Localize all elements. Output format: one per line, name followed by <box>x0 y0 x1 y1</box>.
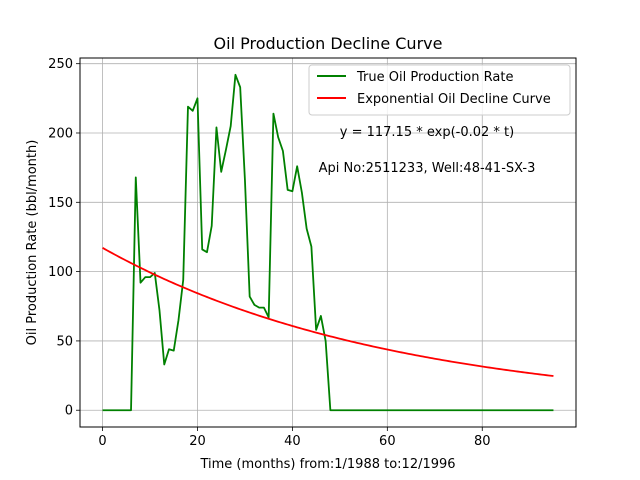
grid-lines <box>80 58 576 427</box>
legend: True Oil Production Rate Exponential Oil… <box>308 64 571 116</box>
y-tick-label: 50 <box>56 334 73 349</box>
y-tick-label: 100 <box>48 265 73 280</box>
y-tick-label: 150 <box>48 196 73 211</box>
series-exponential-decline-curve <box>102 247 554 377</box>
axes-frame <box>79 57 577 428</box>
well-annotation: Api No:2511233, Well:48-41-SX-3 <box>319 161 536 176</box>
x-tick-label: 0 <box>98 434 106 449</box>
y-tick-label: 0 <box>65 404 73 419</box>
y-tick-label: 200 <box>48 126 73 141</box>
plot-lines <box>102 73 554 412</box>
x-axis-label: Time (months) from:1/1988 to:12/1996 <box>199 457 455 472</box>
axis-ticks: 0 20 40 60 80 0 50 100 150 200 250 <box>48 57 490 449</box>
x-tick-label: 40 <box>284 434 301 449</box>
y-tick-label: 250 <box>48 57 73 72</box>
legend-box <box>308 64 571 116</box>
chart-title: Oil Production Decline Curve <box>214 34 443 53</box>
x-tick-label: 80 <box>474 434 491 449</box>
x-tick-label: 60 <box>379 434 396 449</box>
legend-label-true-rate: True Oil Production Rate <box>356 70 513 85</box>
legend-label-decline-curve: Exponential Oil Decline Curve <box>357 92 551 107</box>
x-tick-label: 20 <box>189 434 206 449</box>
equation-annotation: y = 117.15 * exp(-0.02 * t) <box>340 125 514 140</box>
y-axis-label: Oil Production Rate (bbl/month) <box>25 140 40 346</box>
series-true-production-rate <box>102 73 554 412</box>
